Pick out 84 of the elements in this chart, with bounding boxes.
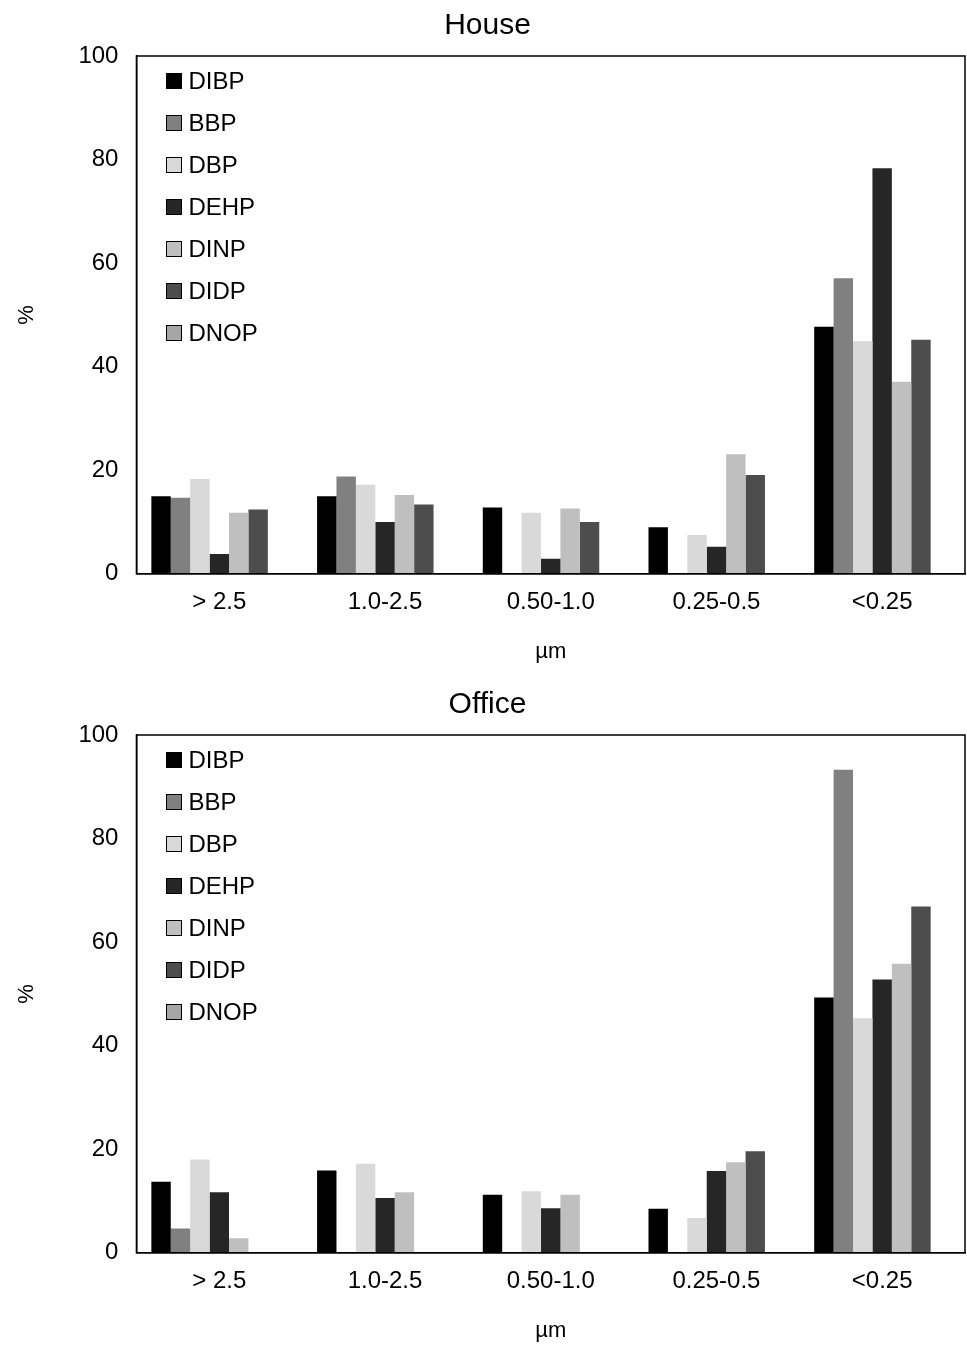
bar [891, 963, 912, 1253]
bar [726, 1162, 746, 1253]
y-axis-title: % [13, 984, 39, 1004]
bar [375, 1197, 395, 1253]
x-tick-label: <0.25 [851, 586, 913, 614]
x-tick-label: 0.50-1.0 [506, 586, 595, 614]
bar [521, 1191, 542, 1253]
bar [336, 476, 356, 574]
bar [560, 1194, 580, 1253]
bar [355, 484, 376, 574]
bar [560, 508, 580, 574]
bar [394, 495, 415, 574]
bar [541, 1208, 561, 1253]
x-tick-label: > 2.5 [192, 586, 247, 614]
x-tick-label: > 2.5 [192, 1265, 247, 1293]
y-tick-label: 100 [78, 40, 119, 68]
bar [745, 474, 765, 574]
bar [521, 512, 542, 574]
bar [853, 341, 873, 574]
y-tick-label: 20 [91, 454, 119, 482]
legend-label: DEHP [188, 193, 256, 221]
x-tick-label: 0.50-1.0 [506, 1265, 595, 1293]
x-tick-label: 0.25-0.5 [672, 586, 761, 614]
y-tick-label: 20 [91, 1133, 119, 1161]
bar [891, 381, 912, 574]
legend-label: DNOP [188, 319, 258, 347]
y-axis-title: % [13, 305, 39, 325]
bar [911, 339, 931, 574]
bar [911, 906, 931, 1253]
bar [209, 554, 230, 574]
x-tick-label: 1.0-2.5 [347, 586, 423, 614]
bar [229, 1238, 249, 1253]
bar [706, 546, 727, 574]
bar [414, 504, 434, 574]
legend-label: DIBP [188, 746, 245, 774]
x-tick-label: 1.0-2.5 [347, 1265, 423, 1293]
bar [745, 1151, 765, 1253]
bar [170, 1228, 191, 1253]
bar [229, 512, 249, 574]
bar [687, 1218, 707, 1253]
bar [853, 1018, 873, 1253]
y-tick-label: 60 [91, 247, 119, 275]
chart-title: House [444, 7, 531, 41]
bar [833, 278, 854, 574]
legend-label: DINP [188, 914, 246, 942]
bar [190, 1159, 210, 1253]
bar [579, 522, 600, 574]
bar [375, 522, 395, 574]
legend-label: DBP [188, 830, 238, 858]
bar [248, 509, 268, 574]
bar [190, 479, 210, 574]
bar [833, 769, 854, 1253]
y-tick-label: 40 [91, 351, 119, 379]
chart-title: Office [448, 686, 527, 720]
bar [706, 1170, 727, 1253]
bar [541, 558, 561, 574]
bar [687, 534, 707, 574]
bar [872, 168, 892, 574]
x-axis-title: µm [535, 637, 567, 663]
x-tick-label: <0.25 [851, 1265, 913, 1293]
y-tick-label: 80 [91, 144, 119, 172]
bar [726, 454, 746, 574]
legend-label: DIDP [188, 277, 246, 305]
y-tick-label: 40 [91, 1030, 119, 1058]
legend-label: DBP [188, 151, 238, 179]
y-tick-label: 0 [105, 1237, 119, 1265]
legend-label: DIBP [188, 67, 245, 95]
bar [394, 1192, 415, 1253]
legend-label: DEHP [188, 872, 256, 900]
y-tick-label: 80 [91, 823, 119, 851]
y-tick-label: 100 [78, 719, 119, 747]
y-tick-label: 0 [105, 558, 119, 586]
legend-label: BBP [188, 109, 237, 137]
bar [355, 1163, 376, 1253]
y-tick-label: 60 [91, 926, 119, 954]
x-tick-label: 0.25-0.5 [672, 1265, 761, 1293]
x-axis-title: µm [535, 1316, 567, 1342]
legend-label: DIDP [188, 956, 246, 984]
bar [872, 979, 892, 1253]
legend-label: BBP [188, 788, 237, 816]
legend-label: DINP [188, 235, 246, 263]
bar [209, 1192, 230, 1253]
bar [170, 497, 191, 574]
legend-label: DNOP [188, 998, 258, 1026]
